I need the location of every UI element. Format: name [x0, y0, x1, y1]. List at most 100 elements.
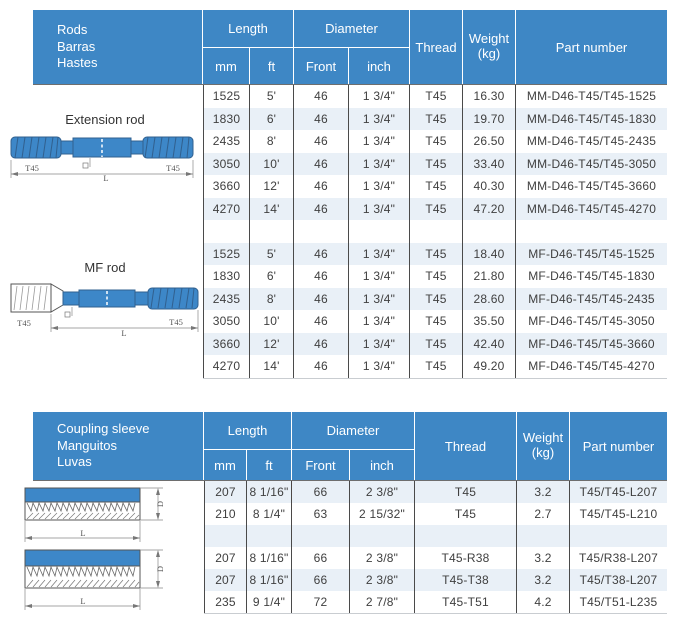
diameter-dim-label: D	[155, 566, 165, 572]
rods-table: Rods Barras Hastes Length Diameter mm ft…	[10, 10, 667, 379]
table-cell: 1830	[203, 265, 249, 288]
table-row: 1525 5' 46 1 3/4" T45 18.40 MF-D46-T45/T45-152…	[203, 242, 667, 265]
table-cell: 10'	[249, 310, 293, 333]
table-cell: 3660	[203, 332, 249, 355]
table-row: 210 8 1/4" 63 2 15/32" T45 2.7 T45/T45-L210	[204, 503, 667, 525]
col-header-part-number: Part number	[515, 10, 667, 84]
table-cell: 46	[293, 175, 348, 198]
table-cell: 1 3/4"	[348, 310, 409, 333]
table-cell: 8 1/16"	[246, 481, 291, 503]
table-cell: T45-T38	[414, 569, 516, 591]
table-cell: T45	[414, 481, 516, 503]
table-row: 207 8 1/16" 66 2 3/8" T45 3.2 T45/T45-L207	[204, 481, 667, 503]
table-cell	[462, 220, 515, 243]
col-header-thread: Thread	[414, 412, 516, 480]
table-cell: MF-D46-T45/T45-3660	[515, 332, 667, 355]
sleeve-table-header: Coupling sleeve Manguitos Luvas Length D…	[33, 412, 667, 481]
table-cell: 1 3/4"	[348, 107, 409, 130]
table-cell: T45	[409, 152, 462, 175]
table-row-separator	[204, 525, 667, 547]
title-line: Manguitos	[57, 437, 117, 453]
table-row: 4270 14' 46 1 3/4" T45 47.20 MM-D46-T45/T45-42…	[203, 197, 667, 220]
table-cell: 46	[293, 130, 348, 153]
table-cell: MF-D46-T45/T45-2435	[515, 287, 667, 310]
table-cell: T45	[409, 355, 462, 378]
table-cell: 9 1/4"	[246, 591, 291, 613]
length-dim-label: L	[103, 173, 108, 182]
table-cell: T45	[409, 85, 462, 108]
table-cell: 210	[204, 503, 246, 525]
table-row: 4270 14' 46 1 3/4" T45 49.20 MF-D46-T45/T45-42…	[203, 355, 667, 378]
table-cell: 40.30	[462, 175, 515, 198]
table-cell: 3660	[203, 175, 249, 198]
thread-label-right: T45	[166, 163, 180, 173]
table-cell: T45/T45-L210	[569, 503, 667, 525]
col-header-mm: mm	[215, 58, 237, 74]
coupling-sleeve-diagram: D L	[24, 487, 165, 542]
coupling-sleeve-diagram: D L	[24, 549, 165, 610]
table-cell: 1 3/4"	[348, 152, 409, 175]
table-title-rods: Rods Barras Hastes	[33, 10, 203, 84]
table-row: 3050 10' 46 1 3/4" T45 35.50 MF-D46-T45/T45-30…	[203, 310, 667, 333]
table-cell: 16.30	[462, 85, 515, 108]
extension-rod-label: Extension rod	[65, 112, 145, 127]
col-header-part-number: Part number	[569, 412, 667, 480]
weight-unit: (kg)	[477, 46, 501, 61]
table-cell: 46	[293, 197, 348, 220]
table-cell	[249, 220, 293, 243]
table-cell: 1 3/4"	[348, 85, 409, 108]
table-cell: 6'	[249, 265, 293, 288]
col-header-front: Front	[293, 48, 348, 84]
table-cell: MM-D46-T45/T45-2435	[515, 130, 667, 153]
table-cell: MF-D46-T45/T45-4270	[515, 355, 667, 378]
table-cell: 46	[293, 265, 348, 288]
table-row: 2435 8' 46 1 3/4" T45 28.60 MF-D46-T45/T45-243…	[203, 287, 667, 310]
table-cell	[203, 220, 249, 243]
table-cell: MM-D46-T45/T45-1830	[515, 107, 667, 130]
table-cell: T45	[409, 175, 462, 198]
table-cell: 19.70	[462, 107, 515, 130]
table-cell: 1525	[203, 85, 249, 108]
table-cell	[515, 220, 667, 243]
table-cell: 46	[293, 107, 348, 130]
table-cell: T45/T38-L207	[569, 569, 667, 591]
table-cell: 2 15/32"	[349, 503, 414, 525]
table-cell	[291, 525, 349, 547]
table-cell: MF-D46-T45/T45-1525	[515, 242, 667, 265]
table-row: 1830 6' 46 1 3/4" T45 19.70 MM-D46-T45/T45-183…	[203, 107, 667, 130]
table-row: 3050 10' 46 1 3/4" T45 33.40 MM-D46-T45/T45-30…	[203, 152, 667, 175]
sleeve-diagram-column: D L D L	[24, 481, 204, 614]
sleeve-data-grid: 207 8 1/16" 66 2 3/8" T45 3.2 T45/T45-L207 210 8…	[204, 481, 667, 614]
table-cell: 1 3/4"	[348, 355, 409, 378]
table-cell: 207	[204, 547, 246, 569]
table-cell: 46	[293, 242, 348, 265]
col-header-front: Front	[291, 450, 349, 480]
table-cell: 1 3/4"	[348, 287, 409, 310]
table-cell	[348, 220, 409, 243]
table-cell: 8 1/16"	[246, 547, 291, 569]
table-cell: MM-D46-T45/T45-4270	[515, 197, 667, 220]
table-cell: MF-D46-T45/T45-1830	[515, 265, 667, 288]
table-cell: 5'	[249, 85, 293, 108]
mf-rod-diagram: T45 T45 L	[10, 283, 199, 338]
table-cell: 4270	[203, 197, 249, 220]
table-cell	[516, 525, 569, 547]
table-cell: T45	[409, 242, 462, 265]
table-cell: MM-D46-T45/T45-3660	[515, 175, 667, 198]
table-cell: 46	[293, 152, 348, 175]
table-cell: 207	[204, 481, 246, 503]
table-cell: 46	[293, 287, 348, 310]
hex-flats-symbol	[82, 162, 89, 169]
extension-rod-diagram: T45 T45 L	[10, 136, 194, 182]
table-cell: 1 3/4"	[348, 332, 409, 355]
thread-label-left: T45	[17, 318, 31, 328]
table-cell: 1 3/4"	[348, 265, 409, 288]
table-cell: 46	[293, 85, 348, 108]
title-line: Coupling sleeve	[57, 420, 150, 436]
table-cell: 8'	[249, 130, 293, 153]
table-row-separator	[203, 220, 667, 243]
table-cell: 8 1/4"	[246, 503, 291, 525]
table-cell	[414, 525, 516, 547]
table-cell: 12'	[249, 175, 293, 198]
table-cell: 46	[293, 310, 348, 333]
